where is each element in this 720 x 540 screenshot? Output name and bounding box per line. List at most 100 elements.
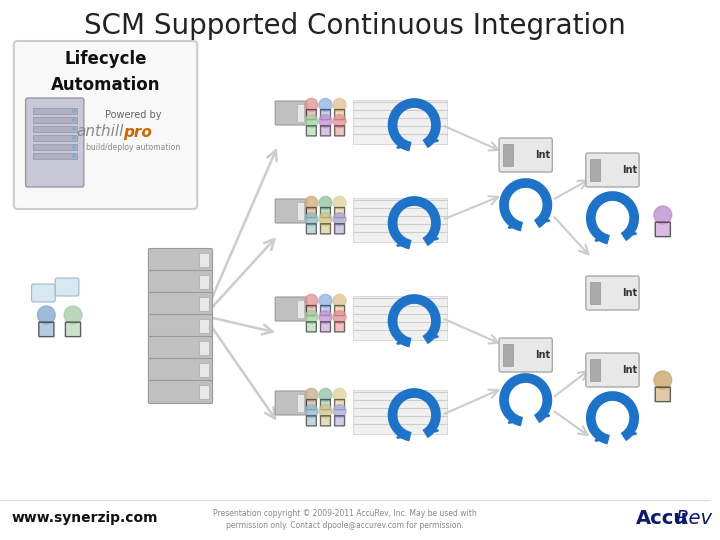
Circle shape (319, 388, 332, 401)
FancyBboxPatch shape (586, 353, 639, 387)
Text: permission only. Contact dpoole@accurev.com for permission.: permission only. Contact dpoole@accurev.… (226, 521, 464, 530)
Bar (297, 104, 304, 122)
FancyBboxPatch shape (26, 98, 84, 187)
Text: Int: Int (535, 150, 550, 160)
Circle shape (319, 310, 332, 323)
FancyBboxPatch shape (148, 336, 212, 360)
Bar (353, 100, 447, 144)
FancyBboxPatch shape (320, 306, 330, 316)
FancyBboxPatch shape (335, 126, 345, 136)
Bar (32, 135, 77, 141)
Bar (353, 390, 447, 434)
Circle shape (73, 145, 76, 149)
Bar (32, 117, 77, 123)
Circle shape (305, 98, 318, 111)
FancyBboxPatch shape (148, 359, 212, 381)
Circle shape (333, 310, 346, 323)
FancyBboxPatch shape (66, 322, 81, 336)
FancyBboxPatch shape (32, 284, 55, 302)
FancyBboxPatch shape (499, 138, 552, 172)
Bar (297, 202, 304, 220)
Bar (590, 282, 600, 304)
Bar (353, 198, 447, 242)
Circle shape (305, 197, 318, 210)
Circle shape (654, 206, 672, 224)
FancyBboxPatch shape (655, 387, 670, 402)
FancyBboxPatch shape (335, 416, 345, 426)
FancyBboxPatch shape (335, 306, 345, 316)
Circle shape (333, 213, 346, 226)
Text: Lifecycle
Automation: Lifecycle Automation (51, 51, 161, 93)
FancyBboxPatch shape (307, 224, 316, 234)
Circle shape (305, 310, 318, 323)
FancyBboxPatch shape (148, 314, 212, 338)
FancyBboxPatch shape (307, 322, 316, 332)
Bar (503, 144, 513, 166)
Circle shape (305, 213, 318, 226)
FancyBboxPatch shape (275, 297, 307, 321)
FancyBboxPatch shape (148, 248, 212, 272)
FancyBboxPatch shape (148, 293, 212, 315)
Text: Powered by: Powered by (105, 110, 161, 120)
Text: Int: Int (535, 350, 550, 360)
FancyBboxPatch shape (320, 416, 330, 426)
Text: SCM Supported Continuous Integration: SCM Supported Continuous Integration (84, 12, 626, 40)
FancyBboxPatch shape (307, 306, 316, 316)
Bar (503, 344, 513, 366)
FancyBboxPatch shape (307, 126, 316, 136)
Text: Int: Int (621, 365, 636, 375)
FancyBboxPatch shape (307, 110, 316, 120)
FancyBboxPatch shape (335, 400, 345, 410)
Bar (199, 253, 209, 267)
Bar (297, 300, 304, 318)
Text: pro: pro (123, 125, 152, 139)
FancyBboxPatch shape (39, 322, 54, 336)
FancyBboxPatch shape (586, 276, 639, 310)
Circle shape (333, 98, 346, 111)
Circle shape (73, 118, 76, 122)
Circle shape (305, 114, 318, 127)
FancyBboxPatch shape (655, 222, 670, 237)
Text: Int: Int (621, 165, 636, 175)
FancyBboxPatch shape (307, 416, 316, 426)
FancyBboxPatch shape (335, 207, 345, 218)
Circle shape (333, 404, 346, 417)
Circle shape (73, 137, 76, 139)
FancyBboxPatch shape (320, 400, 330, 410)
Bar (199, 385, 209, 399)
FancyBboxPatch shape (148, 271, 212, 294)
Bar (297, 394, 304, 412)
FancyBboxPatch shape (275, 391, 307, 415)
Text: www.synerzip.com: www.synerzip.com (12, 511, 158, 525)
FancyBboxPatch shape (320, 322, 330, 332)
FancyBboxPatch shape (320, 224, 330, 234)
Circle shape (319, 213, 332, 226)
Text: build/deploy automation: build/deploy automation (86, 144, 180, 152)
FancyBboxPatch shape (148, 381, 212, 403)
Circle shape (305, 388, 318, 401)
Bar (199, 363, 209, 377)
Bar (590, 159, 600, 181)
FancyBboxPatch shape (307, 207, 316, 218)
Bar (32, 144, 77, 150)
Text: Presentation copyright © 2009-2011 AccuRev, Inc. May be used with: Presentation copyright © 2009-2011 AccuR… (213, 509, 477, 517)
Bar (199, 319, 209, 333)
Bar (199, 275, 209, 289)
Text: Accu: Accu (636, 509, 688, 528)
Circle shape (319, 114, 332, 127)
Circle shape (333, 114, 346, 127)
Bar (32, 126, 77, 132)
Circle shape (305, 294, 318, 307)
FancyBboxPatch shape (275, 101, 307, 125)
Circle shape (73, 127, 76, 131)
Circle shape (319, 98, 332, 111)
Bar (32, 153, 77, 159)
Circle shape (64, 306, 82, 324)
Circle shape (319, 404, 332, 417)
FancyBboxPatch shape (55, 278, 79, 296)
FancyBboxPatch shape (335, 110, 345, 120)
Bar (32, 108, 77, 114)
Circle shape (333, 197, 346, 210)
Circle shape (333, 388, 346, 401)
FancyBboxPatch shape (307, 400, 316, 410)
